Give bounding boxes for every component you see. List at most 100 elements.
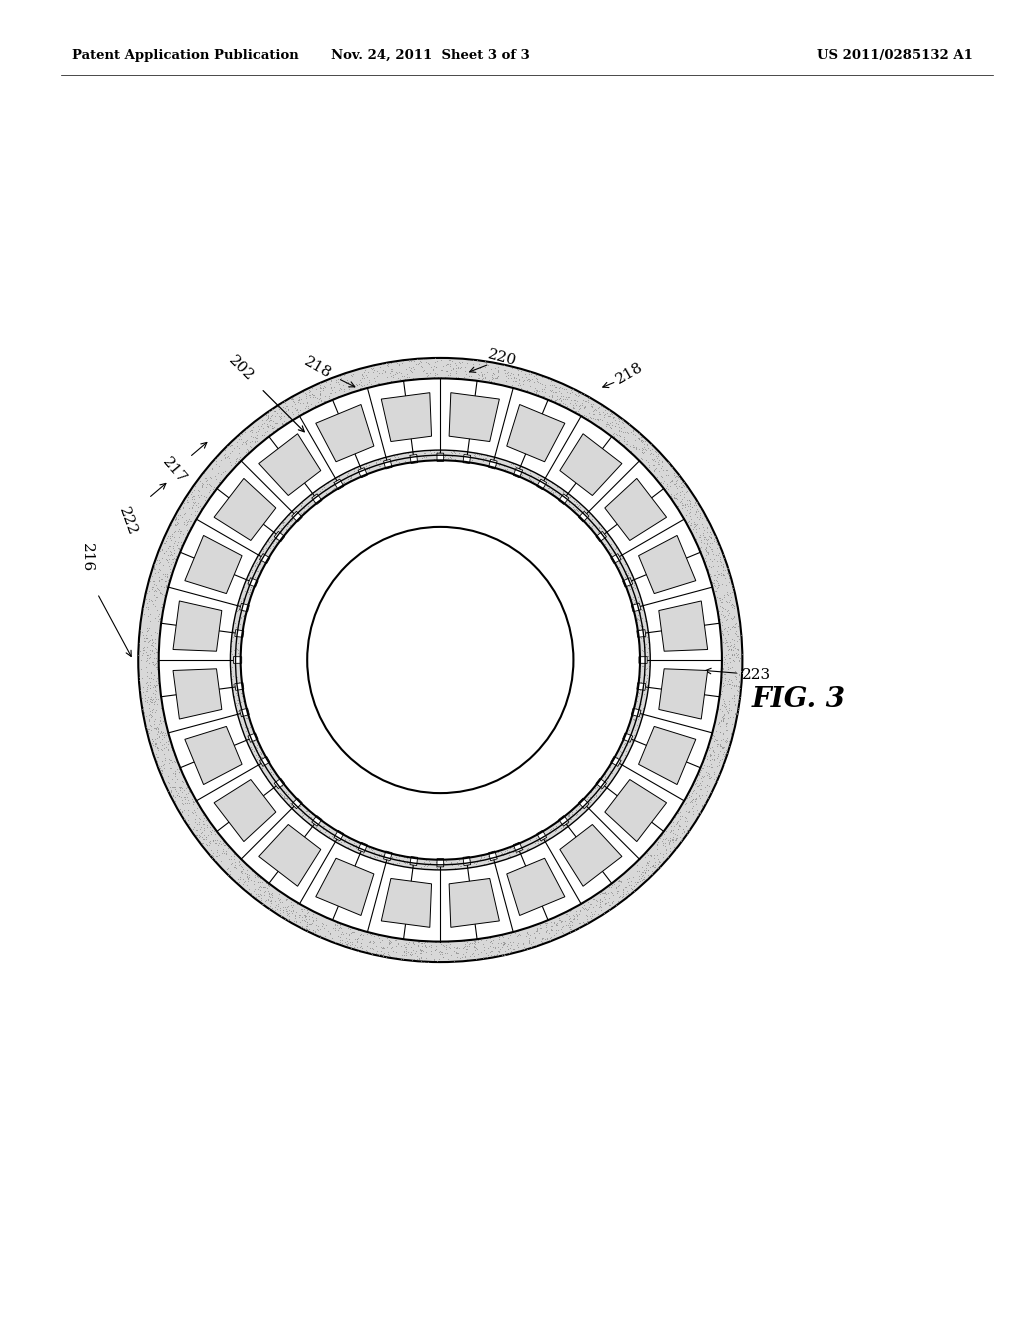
Point <box>429 387 445 408</box>
Point <box>413 906 429 927</box>
Point <box>674 519 690 540</box>
Point <box>613 492 630 513</box>
Point <box>483 932 500 953</box>
Point <box>409 945 425 966</box>
Point <box>678 696 694 717</box>
Point <box>692 698 709 719</box>
Point <box>614 838 631 859</box>
Point <box>247 871 263 892</box>
Point <box>538 441 554 462</box>
Point <box>714 748 730 770</box>
Point <box>349 462 366 483</box>
Point <box>310 457 327 478</box>
Point <box>534 367 550 388</box>
Point <box>694 569 711 590</box>
Point <box>264 429 281 450</box>
Point <box>564 449 581 470</box>
Point <box>378 444 394 465</box>
Point <box>411 400 427 421</box>
Point <box>242 729 258 750</box>
Point <box>664 710 680 731</box>
Point <box>329 459 345 480</box>
Point <box>713 730 729 751</box>
Point <box>712 735 728 756</box>
Point <box>459 434 475 455</box>
Point <box>679 594 695 615</box>
Point <box>231 529 248 550</box>
Point <box>143 663 160 684</box>
Point <box>138 589 155 610</box>
Point <box>575 854 592 875</box>
Point <box>639 645 655 667</box>
Point <box>239 795 255 816</box>
Point <box>398 879 415 900</box>
Point <box>230 734 247 755</box>
Point <box>399 399 416 420</box>
Point <box>345 395 361 416</box>
Point <box>191 762 208 783</box>
Point <box>161 772 177 793</box>
Point <box>597 767 613 788</box>
Point <box>229 808 246 829</box>
Point <box>383 869 399 890</box>
Point <box>418 909 434 931</box>
Point <box>255 792 271 813</box>
Point <box>632 870 648 891</box>
Point <box>133 614 150 635</box>
Point <box>182 610 199 631</box>
Point <box>726 688 742 709</box>
Point <box>605 504 622 525</box>
Point <box>307 915 324 936</box>
Point <box>225 743 242 764</box>
Point <box>575 425 592 446</box>
Point <box>232 866 249 887</box>
Point <box>226 837 243 858</box>
Point <box>582 858 598 879</box>
Point <box>353 399 370 420</box>
Point <box>662 833 678 854</box>
Point <box>252 879 268 900</box>
Point <box>673 611 689 632</box>
Point <box>198 796 214 817</box>
Point <box>599 488 615 510</box>
Point <box>429 399 445 420</box>
Point <box>593 875 609 896</box>
Point <box>201 702 217 723</box>
Point <box>330 836 346 857</box>
Point <box>274 433 291 454</box>
Point <box>671 704 687 725</box>
Point <box>201 574 217 595</box>
Point <box>682 599 698 620</box>
Point <box>598 825 614 846</box>
Point <box>225 651 242 672</box>
Point <box>422 414 438 436</box>
Point <box>233 834 250 855</box>
Point <box>593 524 609 545</box>
Point <box>247 426 263 447</box>
Point <box>610 886 627 907</box>
Point <box>483 874 500 895</box>
Point <box>145 583 162 605</box>
Point <box>208 755 224 776</box>
Point <box>215 503 231 524</box>
Point <box>468 917 484 939</box>
Point <box>185 649 202 671</box>
Point <box>178 651 195 672</box>
Point <box>685 734 701 755</box>
Point <box>625 519 641 540</box>
Point <box>282 801 298 822</box>
Point <box>528 380 545 401</box>
Point <box>317 821 334 842</box>
Point <box>696 673 713 694</box>
Point <box>335 375 351 396</box>
Point <box>480 409 497 430</box>
Point <box>212 660 228 681</box>
Point <box>243 857 259 878</box>
Point <box>502 853 518 874</box>
Point <box>639 799 655 820</box>
Point <box>446 352 463 374</box>
Point <box>324 906 340 927</box>
Point <box>628 698 644 719</box>
Point <box>183 568 200 589</box>
Point <box>370 846 386 867</box>
